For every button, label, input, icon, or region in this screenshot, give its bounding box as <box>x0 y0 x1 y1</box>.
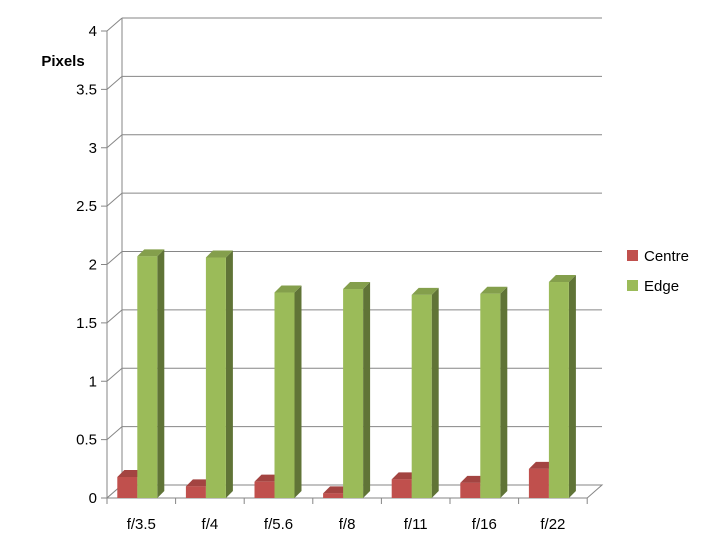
legend-label: Edge <box>644 278 679 295</box>
legend-item-centre: Centre <box>627 248 689 265</box>
bar-front <box>460 482 481 498</box>
y-tick-label: 3.5 <box>76 81 97 98</box>
bar-edge-f/11 <box>411 287 439 498</box>
x-tick-label: f/16 <box>472 516 497 533</box>
bar-side <box>431 287 439 498</box>
y-tick-label: 1 <box>89 373 97 390</box>
bar-front <box>391 479 412 498</box>
x-tick-label: f/5.6 <box>264 516 293 533</box>
bar-top <box>343 282 371 290</box>
bar-front <box>323 493 344 498</box>
y-tick-label: 2 <box>89 257 97 274</box>
bars-layer <box>117 249 576 498</box>
y-tick-label: 2.5 <box>76 198 97 215</box>
bar-edge-f/3.5 <box>137 249 165 498</box>
x-tick-label: f/11 <box>404 516 428 533</box>
legend-item-edge: Edge <box>627 278 679 295</box>
y-tick-label: 0 <box>89 490 97 507</box>
bar-top <box>205 250 233 258</box>
bar-side <box>568 275 576 498</box>
bar-front <box>528 468 549 498</box>
bar-edge-f/16 <box>480 286 508 498</box>
bar-top <box>274 285 302 293</box>
bar-front <box>205 257 226 498</box>
bar-front <box>480 293 501 498</box>
labels-layer: 0 0.5 1 1.5 2 2.5 3 3.5 4 Pixels f/3.5 f/4 f/5.6 f/8 f… <box>41 23 565 533</box>
bar-front <box>343 289 364 498</box>
gridline-connector <box>106 17 123 32</box>
x-tick-label: f/8 <box>339 516 356 533</box>
bar-front <box>254 481 275 498</box>
bar-front <box>274 292 295 498</box>
bar-top <box>548 275 576 283</box>
x-tick-label: f/22 <box>540 516 565 533</box>
x-tick-label: f/3.5 <box>127 516 156 533</box>
bar-side <box>157 249 165 498</box>
gridline-connector <box>106 75 123 90</box>
gridline-connector <box>106 192 123 207</box>
gridline-connector <box>106 309 123 324</box>
gridline-connector <box>106 251 123 265</box>
legend-label: Centre <box>644 248 689 265</box>
bar-edge-f/8 <box>343 282 371 498</box>
bar-edge-f/4 <box>205 250 233 498</box>
y-tick-label: 3 <box>89 140 97 157</box>
gridline-connector <box>106 367 123 382</box>
bar-front <box>548 282 569 498</box>
x-tick-label: f/4 <box>202 516 219 533</box>
bar-top <box>480 286 508 294</box>
bar-side <box>294 285 302 498</box>
bar-side <box>500 286 508 498</box>
bar-edge-f/5.6 <box>274 285 302 498</box>
y-tick-label: 4 <box>89 23 97 40</box>
bar-front <box>117 476 138 498</box>
bar-front <box>137 256 158 498</box>
bar-side <box>363 282 371 498</box>
bar-edge-f/22 <box>548 275 576 498</box>
y-tick-label: 1.5 <box>76 315 97 332</box>
gridline-connector <box>106 134 123 149</box>
bar-top <box>137 249 165 257</box>
y-tick-label: 0.5 <box>76 432 97 449</box>
legend: Centre Edge <box>627 248 689 295</box>
y-axis-label: Pixels <box>41 53 84 70</box>
bar-top <box>411 287 439 295</box>
bar-front <box>411 294 432 498</box>
legend-swatch <box>627 250 638 261</box>
gridline-connector <box>106 426 123 441</box>
legend-swatch <box>627 280 638 291</box>
bar-front <box>185 486 206 498</box>
bar-side <box>225 250 233 498</box>
